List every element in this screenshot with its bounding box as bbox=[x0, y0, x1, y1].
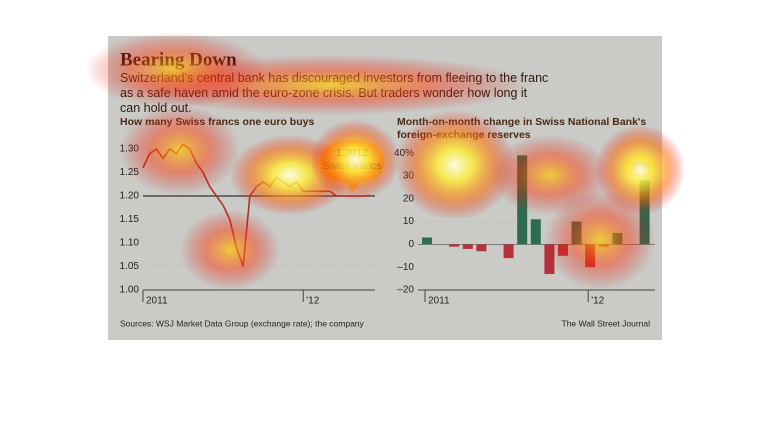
y-tick-label: 30 bbox=[403, 171, 415, 182]
source: Sources: WSJ Market Data Group (exchange… bbox=[120, 318, 365, 328]
bar bbox=[422, 237, 432, 245]
bar bbox=[476, 244, 487, 252]
bar bbox=[585, 244, 596, 268]
value-label: 1.2012 bbox=[336, 147, 368, 159]
x-tick-label: 2011 bbox=[146, 296, 168, 307]
y-tick-label: 1.05 bbox=[120, 261, 140, 272]
bar bbox=[639, 180, 650, 245]
value-label: 28% bbox=[630, 160, 651, 172]
annotation-label: Swiss francs bbox=[323, 160, 382, 172]
y-tick-label: 40% bbox=[394, 148, 414, 159]
bar bbox=[449, 244, 460, 247]
y-tick-label: 0 bbox=[408, 239, 414, 250]
subtitle: Switzerland's central bank has discourag… bbox=[120, 71, 549, 115]
y-tick-label: 1.15 bbox=[120, 214, 140, 225]
y-tick-label: 10 bbox=[403, 216, 415, 227]
bar bbox=[558, 244, 568, 256]
x-tick-label: '12 bbox=[306, 296, 319, 307]
bar bbox=[598, 244, 609, 247]
credit: The Wall Street Journal bbox=[562, 318, 651, 328]
chart-title: Month-on-month change in Swiss National … bbox=[397, 116, 647, 141]
bar bbox=[517, 155, 528, 245]
y-tick-label: –10 bbox=[397, 262, 414, 273]
y-tick-label: –20 bbox=[397, 285, 414, 296]
y-tick-label: 1.30 bbox=[120, 144, 140, 155]
x-tick-label: 2011 bbox=[428, 296, 450, 307]
x-tick-label: '12 bbox=[591, 296, 604, 307]
y-tick-label: 20 bbox=[403, 193, 415, 204]
bar bbox=[571, 221, 582, 245]
bar bbox=[544, 244, 555, 275]
bar bbox=[612, 232, 623, 245]
title: Bearing Down bbox=[120, 49, 237, 70]
y-tick-label: 1.10 bbox=[120, 238, 140, 249]
y-tick-label: 1.00 bbox=[120, 285, 140, 296]
bar bbox=[530, 219, 541, 245]
bar bbox=[462, 244, 473, 249]
bar bbox=[503, 244, 514, 259]
y-tick-label: 1.25 bbox=[120, 167, 140, 178]
chart-title: How many Swiss francs one euro buys bbox=[120, 116, 315, 128]
y-tick-label: 1.20 bbox=[120, 191, 140, 202]
